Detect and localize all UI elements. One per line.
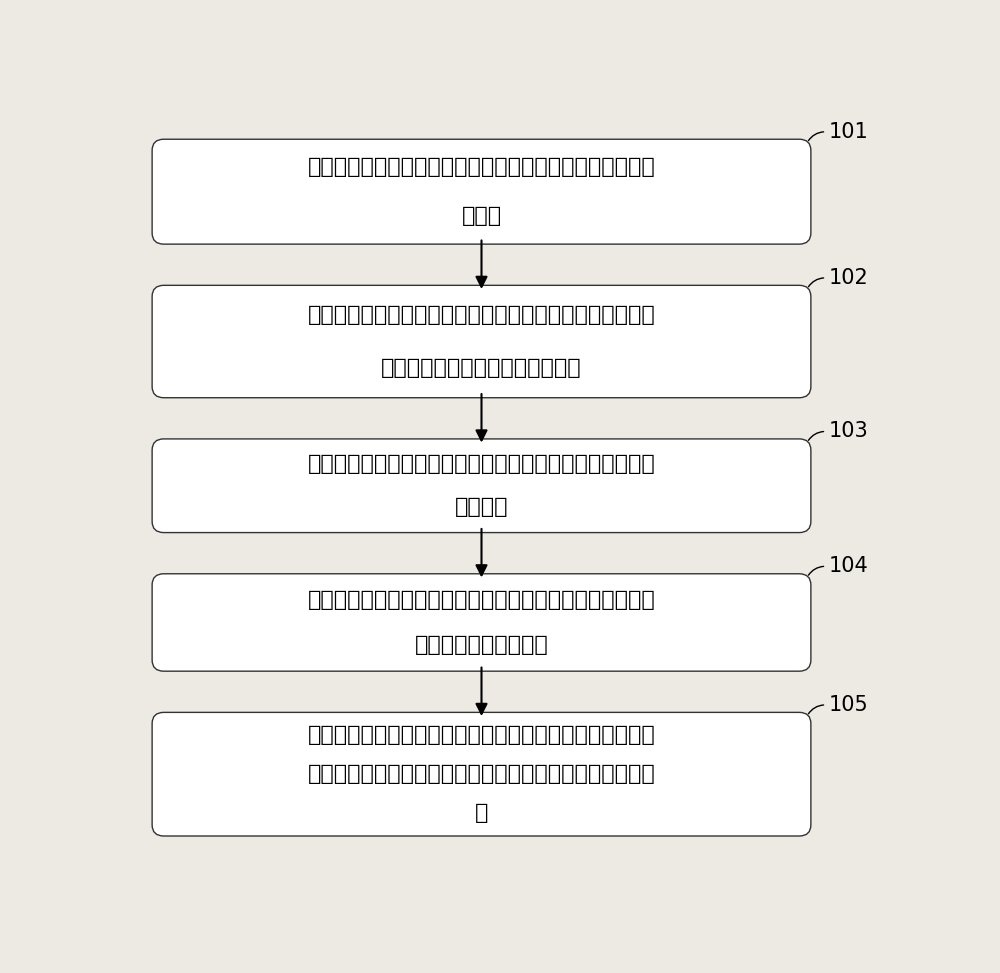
Text: 105: 105 — [829, 695, 868, 715]
Text: 使用分支描述信息、基本数据单元和各个数据单元的定位信: 使用分支描述信息、基本数据单元和各个数据单元的定位信 — [308, 590, 655, 610]
Text: 群常数数据库的全部基本数据单元: 群常数数据库的全部基本数据单元 — [381, 358, 582, 378]
Text: 据库中读取数据并处理得到匹配的少群常数，执行全堆芯模: 据库中读取数据并处理得到匹配的少群常数，执行全堆芯模 — [308, 764, 655, 784]
Text: 根据分支描述信息逐一对各分支计算组件少群常数，得到少: 根据分支描述信息逐一对各分支计算组件少群常数，得到少 — [308, 306, 655, 325]
FancyBboxPatch shape — [152, 139, 811, 244]
Text: 101: 101 — [829, 122, 868, 142]
Text: 根据装载燃料组件类型、燃耗水平和运行工况在少群常数数: 根据装载燃料组件类型、燃耗水平和运行工况在少群常数数 — [308, 726, 655, 745]
Text: 定位信息: 定位信息 — [455, 497, 508, 518]
Text: 103: 103 — [829, 421, 868, 442]
Text: 拟: 拟 — [475, 803, 488, 823]
Text: 息建立少群常数数据库: 息建立少群常数数据库 — [415, 635, 548, 655]
FancyBboxPatch shape — [152, 439, 811, 532]
FancyBboxPatch shape — [152, 574, 811, 671]
FancyBboxPatch shape — [152, 285, 811, 398]
Text: 根据预定的配置划分组件群常数程序计算分支，生成分支描: 根据预定的配置划分组件群常数程序计算分支，生成分支描 — [308, 158, 655, 177]
Text: 述信息: 述信息 — [461, 206, 502, 226]
Text: 102: 102 — [829, 268, 868, 288]
FancyBboxPatch shape — [152, 712, 811, 836]
Text: 104: 104 — [829, 557, 868, 576]
Text: 根据分支描述信息生成各个数据单元在少群常数数据库中的: 根据分支描述信息生成各个数据单元在少群常数数据库中的 — [308, 454, 655, 474]
